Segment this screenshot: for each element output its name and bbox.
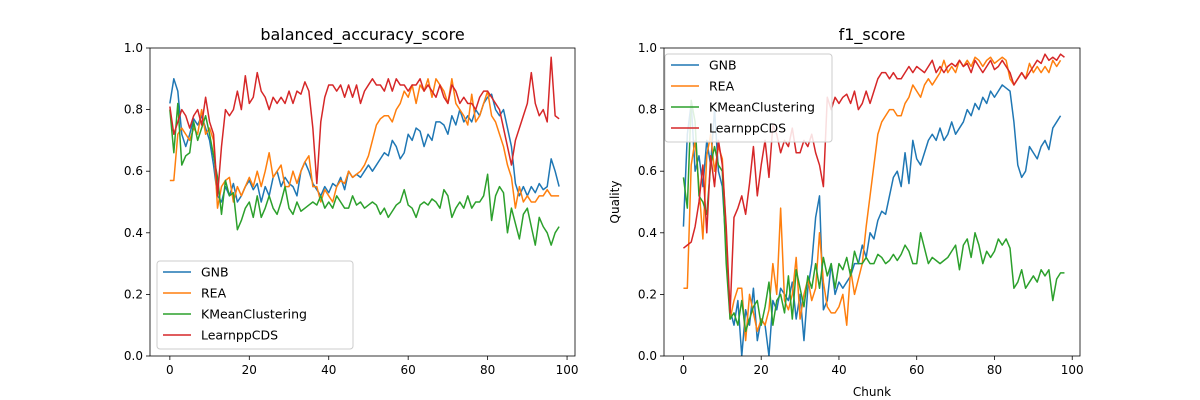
- series-line-KMeanClustering: [682, 99, 1065, 333]
- legend-label-LearnppCDS: LearnppCDS: [201, 328, 278, 343]
- series-line-REA: [683, 56, 1062, 342]
- plot-frame: [149, 47, 576, 357]
- legend: GNB REA KMeanClustering LearnppCDS: [156, 260, 354, 350]
- x-tick-label: 100: [556, 363, 579, 377]
- legend-box: [156, 260, 354, 350]
- series-lines: [169, 56, 560, 246]
- x-tick-label: 80: [987, 363, 1002, 377]
- x-tick-label: 40: [321, 363, 336, 377]
- y-tick-label: 1.0: [124, 41, 143, 55]
- y-axis-label: Quality: [608, 181, 622, 224]
- x-tick-label: 0: [680, 363, 688, 377]
- legend-label-LearnppCDS: LearnppCDS: [709, 121, 786, 136]
- series-line-KMeanClustering: [169, 102, 560, 246]
- y-tick-label: 0.4: [124, 226, 143, 240]
- x-tick-label: 80: [480, 363, 495, 377]
- x-tick-label: 20: [754, 363, 769, 377]
- x-tick-label: 60: [909, 363, 924, 377]
- x-tick-label: 100: [1061, 363, 1084, 377]
- chart-0: balanced_accuracy_score 0 20 40 60 80 100 0.0 0.…: [124, 25, 579, 377]
- x-tick-label: 40: [831, 363, 846, 377]
- legend-label-GNB: GNB: [709, 58, 737, 73]
- y-tick-label: 0.2: [124, 287, 143, 301]
- series-line-LearnppCDS: [169, 56, 560, 197]
- legend-label-GNB: GNB: [201, 265, 229, 280]
- y-tick-label: 1.0: [638, 41, 657, 55]
- x-axis-label: Chunk: [853, 385, 891, 399]
- y-tick-label: 0.4: [638, 226, 657, 240]
- x-tick-label: 20: [242, 363, 257, 377]
- series-line-LearnppCDS: [682, 53, 1065, 314]
- legend-label-REA: REA: [709, 79, 735, 94]
- y-tick-label: 0.6: [638, 164, 657, 178]
- y-tick-label: 0.2: [638, 287, 657, 301]
- legend-label-REA: REA: [201, 286, 227, 301]
- x-tick-label: 60: [401, 363, 416, 377]
- plot-frame: [663, 47, 1081, 357]
- legend-box: [664, 53, 833, 143]
- y-tick-label: 0.0: [638, 349, 657, 363]
- series-line-REA: [169, 78, 560, 209]
- y-tick-label: 0.8: [124, 103, 143, 117]
- series-line-GNB: [682, 84, 1062, 356]
- series-line-GNB: [169, 78, 560, 203]
- y-tick-label: 0.8: [638, 103, 657, 117]
- chart-title: balanced_accuracy_score: [260, 25, 464, 45]
- series-lines: [682, 53, 1065, 356]
- legend-label-KMeanClustering: KMeanClustering: [201, 307, 307, 322]
- legend-label-KMeanClustering: KMeanClustering: [709, 100, 815, 115]
- x-tick-label: 0: [166, 363, 174, 377]
- chart-1: f1_score Chunk Quality 0 20 40 60 80 100 0.0 0.2 0.…: [608, 25, 1084, 399]
- y-tick-label: 0.6: [124, 164, 143, 178]
- y-tick-label: 0.0: [124, 349, 143, 363]
- chart-title: f1_score: [839, 25, 906, 45]
- legend: GNB REA KMeanClustering LearnppCDS: [664, 53, 833, 143]
